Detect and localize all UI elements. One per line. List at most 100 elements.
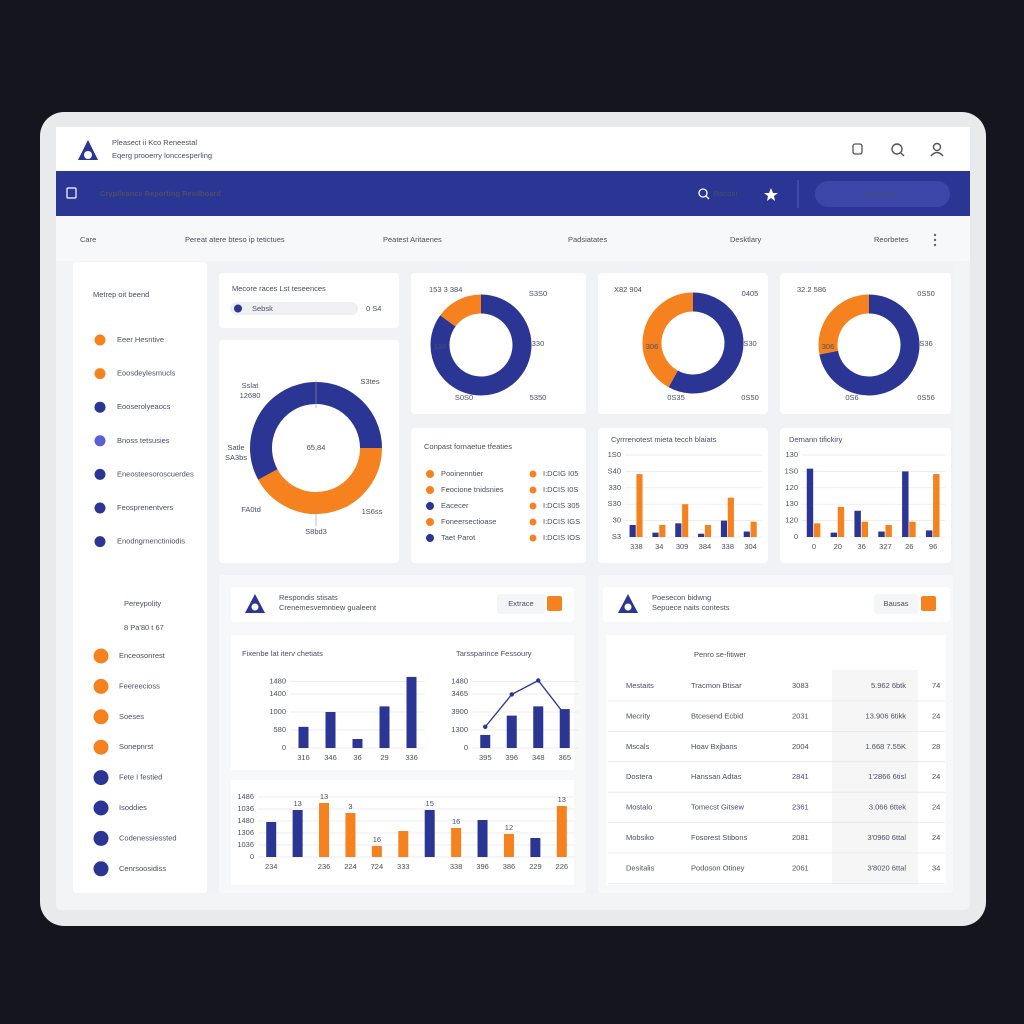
section-title: Poesecon bidwng	[652, 593, 711, 602]
bar-annotation: 13	[320, 792, 328, 801]
y-tick-label: 1036	[237, 840, 254, 849]
bar-annotation: 16	[452, 817, 460, 826]
section-title: Respondis stisats	[279, 593, 338, 602]
icon-search[interactable]	[891, 143, 905, 157]
donut-label: SA3bs	[225, 453, 247, 462]
tab: Reorbetes	[874, 235, 909, 244]
bar	[682, 504, 689, 537]
table-cell: 24	[932, 803, 940, 812]
donut-label: Sslat	[242, 381, 260, 390]
donut-segment	[250, 382, 382, 480]
sidebar-dot	[93, 770, 109, 786]
table-cell: 24	[932, 772, 940, 781]
bar	[503, 834, 514, 857]
x-tick-label: 386	[503, 862, 516, 871]
y-tick-label: 580	[273, 725, 286, 734]
bar	[854, 510, 861, 537]
donut-label: 12680	[240, 391, 261, 400]
y-tick-label: S30	[608, 499, 621, 508]
icon-lock[interactable]	[852, 143, 863, 155]
position-button[interactable]	[874, 594, 918, 614]
bar	[379, 706, 390, 748]
donut-label: 0405	[742, 289, 759, 298]
donut-label: 0S6	[845, 393, 858, 402]
progress-dot	[234, 304, 242, 313]
icon-nav-search[interactable]	[698, 188, 710, 200]
bar	[720, 520, 728, 537]
legend-value: I:DCIS IGS	[543, 517, 580, 526]
y-tick-label: 1036	[237, 804, 254, 813]
icon-menu[interactable]	[66, 187, 77, 199]
donut-card	[780, 273, 951, 414]
table-cell: 24	[932, 833, 940, 842]
response-icon-button[interactable]	[547, 596, 562, 611]
bar	[477, 820, 488, 857]
x-tick-label: 348	[532, 753, 545, 762]
button-label: Bausas	[883, 599, 908, 608]
sidebar-item: Eoosdeylesmucls	[117, 369, 176, 378]
tab: Care	[80, 235, 96, 244]
bar	[636, 474, 643, 537]
x-tick-label: 333	[397, 862, 410, 871]
bar	[861, 521, 869, 537]
button-label: Extrace	[508, 599, 533, 608]
line-point	[509, 692, 514, 697]
sidebar-dot	[93, 861, 109, 877]
bar	[325, 712, 336, 748]
card-title: Cyrrrenotest mieta tecch blaiats	[611, 435, 717, 444]
x-tick-label: 96	[929, 542, 937, 551]
donut-label: 0S50	[917, 289, 935, 298]
bar	[909, 521, 916, 537]
table-cell: Mestaits	[626, 681, 654, 690]
icon-user[interactable]	[930, 142, 944, 157]
donut-segment	[440, 294, 482, 327]
bar-annotation: 3	[348, 802, 352, 811]
donut-label: S30	[743, 339, 756, 348]
sidebar-dot	[93, 678, 109, 694]
table-cell: 13.906 6tikk	[866, 711, 907, 720]
card-title: Demann tifickiry	[789, 435, 843, 444]
y-tick-label: 0	[464, 743, 468, 752]
donut-label: S3tes	[360, 377, 379, 386]
icon-star[interactable]	[764, 188, 778, 201]
x-tick-label: 229	[529, 862, 542, 871]
donut-segment	[258, 447, 382, 514]
sidebar-item: Feosprenentvers	[117, 503, 174, 512]
bar	[352, 739, 363, 748]
position-header	[603, 587, 950, 622]
card-title: Mecore races Lst teseences	[232, 284, 326, 293]
response-header	[231, 587, 574, 622]
y-tick-label: 0	[250, 852, 254, 861]
table-cell: 74	[932, 681, 940, 690]
bar	[533, 706, 544, 748]
header-line: Eqerg prooerry lonccesperling	[112, 151, 212, 160]
icon-kebab[interactable]	[933, 233, 937, 247]
tab: Padsiatates	[568, 235, 607, 244]
donut-label: FA0td	[241, 505, 261, 514]
response-charts	[231, 635, 574, 770]
legend-name: Pooinenntier	[441, 469, 484, 478]
bar	[266, 822, 277, 857]
donut-label: 0S50	[741, 393, 759, 402]
response-button[interactable]	[497, 594, 545, 614]
sidebar-dot	[94, 368, 106, 380]
bar-annotation: 15	[426, 799, 434, 808]
sidebar-item: Soeses	[119, 712, 144, 721]
x-tick-label: 34	[655, 542, 663, 551]
sidebar-item: Isoddies	[119, 803, 147, 812]
table-cell: Btcesend Ecbid	[691, 711, 743, 720]
x-tick-label: 384	[699, 542, 712, 551]
table-cell: 5.962 6btk	[871, 681, 906, 690]
table-cell: Mostalo	[626, 803, 652, 812]
progress-label: Sebsk	[252, 304, 273, 313]
x-tick-label: 365	[558, 753, 571, 762]
x-tick-label: 338	[630, 542, 643, 551]
sidebar-dot	[94, 536, 106, 548]
position-icon-button[interactable]	[921, 596, 936, 611]
sidebar	[73, 262, 207, 893]
legend-dot	[529, 486, 537, 494]
legend-dot	[426, 470, 434, 478]
chart-title: Fixenbe lat iterv chetiats	[242, 649, 323, 658]
nav-button[interactable]	[815, 181, 950, 207]
